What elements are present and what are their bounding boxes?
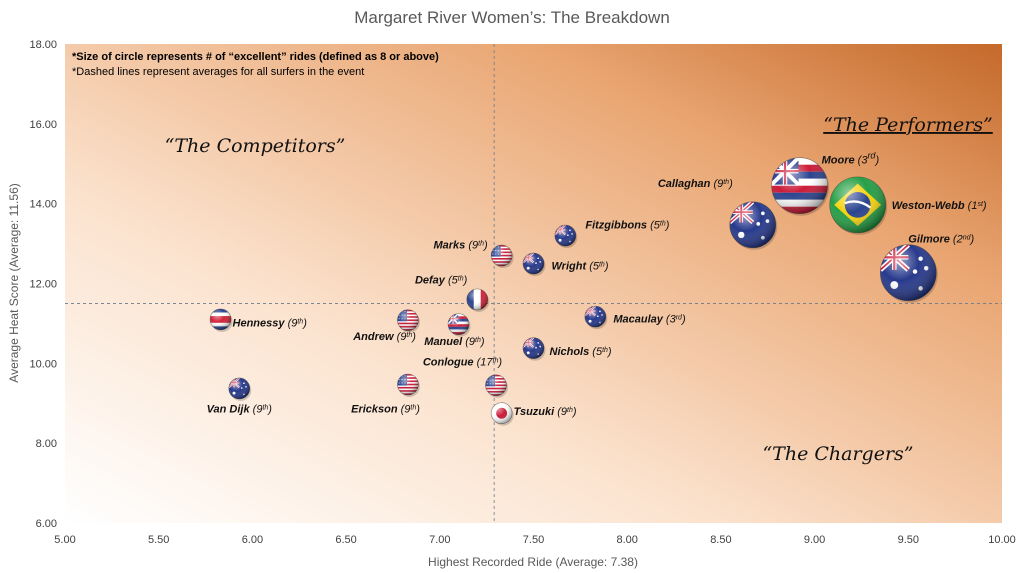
point-label: Van Dijk (9th) (207, 403, 273, 415)
x-tick-label: 5.50 (148, 534, 169, 546)
point-label: Nichols (5th) (550, 346, 612, 358)
data-point (485, 374, 509, 398)
point-label: Marks (9th) (433, 240, 487, 252)
data-point (729, 201, 778, 250)
data-point (771, 157, 830, 216)
point-label: Wright (5th) (552, 261, 609, 273)
y-tick-label: 8.00 (36, 438, 57, 450)
x-tick-label: 7.50 (523, 534, 544, 546)
quadrant-performers: “The Performers” (823, 114, 993, 136)
x-tick-label: 5.00 (54, 534, 75, 546)
x-tick-label: 7.00 (429, 534, 450, 546)
y-tick-label: 18.00 (29, 39, 57, 51)
quadrant-chargers: “The Chargers” (762, 443, 913, 465)
y-tick-label: 10.00 (29, 358, 57, 370)
data-point (228, 377, 252, 401)
size-note: *Size of circle represents # of “excelle… (72, 51, 439, 63)
point-label: Fitzgibbons (5th) (585, 220, 669, 232)
y-tick-label: 16.00 (29, 119, 57, 131)
point-label: Weston-Webb (1st) (892, 200, 987, 212)
plot-area (65, 44, 1002, 523)
point-label: Defay (5th) (415, 274, 468, 286)
data-point (490, 402, 514, 426)
y-tick-label: 6.00 (36, 518, 57, 530)
chart-title: Margaret River Women’s: The Breakdown (354, 8, 670, 27)
x-tick-label: 8.00 (616, 534, 637, 546)
point-label: Gilmore (2nd) (908, 234, 974, 246)
point-label: Moore (3rd) (822, 151, 880, 167)
y-tick-label: 12.00 (29, 279, 57, 291)
point-label: Tsuzuki (9th) (514, 406, 577, 418)
x-tick-label: 10.00 (988, 534, 1016, 546)
data-point (447, 313, 471, 337)
quadrant-competitors: “The Competitors” (165, 135, 346, 157)
x-tick-label: 9.00 (804, 534, 825, 546)
data-point (829, 176, 888, 235)
point-label: Callaghan (9th) (658, 178, 733, 190)
data-point (490, 244, 514, 269)
y-axis-label: Average Heat Score (Average: 11.56) (7, 183, 21, 382)
point-label: Manuel (9th) (424, 336, 485, 348)
x-tick-label: 6.50 (335, 534, 356, 546)
data-point (397, 309, 420, 333)
point-label: Hennessy (9th) (233, 317, 308, 329)
x-tick-label: 6.00 (242, 534, 263, 546)
point-label: Conlogue (17th) (423, 356, 503, 368)
data-point (522, 337, 546, 361)
x-axis-label: Highest Recorded Ride (Average: 7.38) (428, 555, 638, 569)
average-note: *Dashed lines represent averages for all… (72, 66, 364, 78)
data-point (522, 252, 546, 277)
y-tick-label: 14.00 (29, 199, 57, 211)
data-point (584, 305, 608, 330)
x-tick-label: 9.50 (898, 534, 919, 546)
point-label: Erickson (9th) (351, 403, 420, 415)
data-point (554, 224, 578, 249)
point-label: Andrew (9th) (352, 331, 416, 343)
data-point (879, 244, 938, 303)
x-tick-label: 8.50 (710, 534, 731, 546)
point-label: Macaulay (3rd) (613, 314, 686, 326)
data-point (209, 308, 233, 332)
data-point (466, 288, 490, 312)
